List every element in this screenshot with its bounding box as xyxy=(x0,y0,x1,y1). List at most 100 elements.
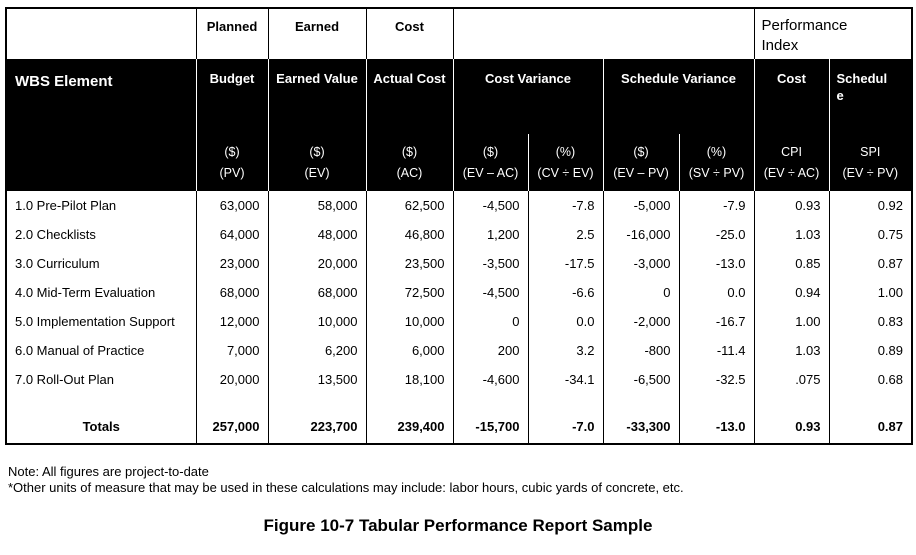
value-cell: -6,500 xyxy=(602,365,679,394)
actual-cost-header: Actual Cost xyxy=(365,59,453,134)
schedule-variance-dollar-subheader: ($) (EV – PV) xyxy=(602,134,679,191)
schedule-variance-percent-subheader: (%) (SV ÷ PV) xyxy=(678,134,754,191)
performance-report-table: Planned Earned Cost Performance Index WB… xyxy=(5,7,913,445)
pi-schedule-header: Schedule xyxy=(828,59,912,134)
performance-index-label: Performance Index xyxy=(761,17,848,54)
budget-header: Budget xyxy=(195,59,268,134)
blank-header-cell xyxy=(452,8,754,59)
value-cell: 12,000 xyxy=(195,307,268,336)
figure-caption: Figure 10-7 Tabular Performance Report S… xyxy=(263,516,653,535)
value-cell: 20,000 xyxy=(267,249,366,278)
value-cell: 0.85 xyxy=(753,249,829,278)
value-cell: 0.93 xyxy=(753,394,829,444)
value-cell: 23,000 xyxy=(195,249,268,278)
value-cell: 0.68 xyxy=(828,365,912,394)
table-body: 1.0 Pre-Pilot Plan 63,000 58,000 62,500 -4,5… xyxy=(6,191,912,444)
cost-header: Cost xyxy=(365,8,453,59)
table-row: 5.0 Implementation Support 12,000 10,000 10… xyxy=(6,307,912,336)
wbs-cell: 5.0 Implementation Support xyxy=(15,314,175,329)
wbs-cell: 2.0 Checklists xyxy=(15,227,96,242)
value-cell: -25.0 xyxy=(678,220,754,249)
value-cell: 0.87 xyxy=(828,249,912,278)
note-line-1: Note: All figures are project-to-date xyxy=(8,464,209,479)
value-cell: 1.00 xyxy=(828,278,912,307)
value-cell: -34.1 xyxy=(527,365,603,394)
value-cell: 0 xyxy=(452,307,528,336)
value-cell: -3,500 xyxy=(452,249,528,278)
value-cell: 68,000 xyxy=(267,278,366,307)
value-cell: 23,500 xyxy=(365,249,453,278)
earned-value-header: Earned Value xyxy=(267,59,366,134)
spi-subheader: SPI (EV ÷ PV) xyxy=(828,134,912,191)
wbs-cell: 7.0 Roll-Out Plan xyxy=(15,372,114,387)
value-cell: 10,000 xyxy=(267,307,366,336)
value-cell: -7.8 xyxy=(527,191,603,220)
value-cell: -4,500 xyxy=(452,278,528,307)
earned-value-subheader: ($) (EV) xyxy=(267,134,366,191)
value-cell: 0.75 xyxy=(828,220,912,249)
value-cell: -32.5 xyxy=(678,365,754,394)
value-cell: 0.94 xyxy=(753,278,829,307)
value-cell: 1.00 xyxy=(753,307,829,336)
value-cell: 257,000 xyxy=(195,394,268,444)
value-cell: -17.5 xyxy=(527,249,603,278)
value-cell: 13,500 xyxy=(267,365,366,394)
table-row: 3.0 Curriculum 23,000 20,000 23,500 -3,500 -1… xyxy=(6,249,912,278)
value-cell: 64,000 xyxy=(195,220,268,249)
value-cell: 18,100 xyxy=(365,365,453,394)
table-row: 6.0 Manual of Practice 7,000 6,200 6,000 200… xyxy=(6,336,912,365)
totals-label-cell: Totals xyxy=(82,419,120,434)
value-cell: 2.5 xyxy=(527,220,603,249)
planned-header: Planned xyxy=(195,8,268,59)
value-cell: 223,700 xyxy=(267,394,366,444)
wbs-cell: 6.0 Manual of Practice xyxy=(15,343,145,358)
group-header-row: WBS Element Budget Earned Value Actual C… xyxy=(6,59,912,191)
value-cell: -16.7 xyxy=(678,307,754,336)
value-cell: 0.93 xyxy=(753,191,829,220)
table-row: 4.0 Mid-Term Evaluation 68,000 68,000 72,50… xyxy=(6,278,912,307)
value-cell: 1.03 xyxy=(753,220,829,249)
value-cell: 58,000 xyxy=(267,191,366,220)
table-row: 1.0 Pre-Pilot Plan 63,000 58,000 62,500 -4,5… xyxy=(6,191,912,220)
pi-schedule-label: Schedule xyxy=(836,71,888,103)
schedule-variance-header: Schedule Variance xyxy=(602,59,754,134)
value-cell: -5,000 xyxy=(602,191,679,220)
value-cell: 200 xyxy=(452,336,528,365)
value-cell: -800 xyxy=(602,336,679,365)
value-cell: 6,000 xyxy=(365,336,453,365)
value-cell: 72,500 xyxy=(365,278,453,307)
wbs-cell: 3.0 Curriculum xyxy=(15,256,100,271)
table-row: 2.0 Checklists 64,000 48,000 46,800 1,200 2.5… xyxy=(6,220,912,249)
value-cell: 3.2 xyxy=(527,336,603,365)
value-cell: 10,000 xyxy=(365,307,453,336)
cost-variance-dollar-subheader: ($) (EV – AC) xyxy=(452,134,528,191)
value-cell: 48,000 xyxy=(267,220,366,249)
value-cell: 46,800 xyxy=(365,220,453,249)
value-cell: -4,500 xyxy=(452,191,528,220)
pi-cost-header: Cost xyxy=(753,59,829,134)
value-cell: 63,000 xyxy=(195,191,268,220)
table-row: 7.0 Roll-Out Plan 20,000 13,500 18,100 -4,60… xyxy=(6,365,912,394)
value-cell: 0.0 xyxy=(678,278,754,307)
performance-index-header: Performance Index xyxy=(753,8,912,59)
value-cell: -7.0 xyxy=(527,394,603,444)
value-cell: 239,400 xyxy=(365,394,453,444)
value-cell: 0 xyxy=(602,278,679,307)
value-cell: 1.03 xyxy=(753,336,829,365)
value-cell: -11.4 xyxy=(678,336,754,365)
value-cell: -3,000 xyxy=(602,249,679,278)
cost-variance-header: Cost Variance xyxy=(452,59,603,134)
unit-header-row: Planned Earned Cost Performance Index xyxy=(6,8,912,59)
value-cell: -15,700 xyxy=(452,394,528,444)
value-cell: 62,500 xyxy=(365,191,453,220)
value-cell: -16,000 xyxy=(602,220,679,249)
notes-block: Note: All figures are project-to-date *O… xyxy=(8,464,684,496)
value-cell: .075 xyxy=(753,365,829,394)
value-cell: -33,300 xyxy=(602,394,679,444)
value-cell: 20,000 xyxy=(195,365,268,394)
value-cell: 7,000 xyxy=(195,336,268,365)
value-cell: 1,200 xyxy=(452,220,528,249)
cpi-subheader: CPI (EV ÷ AC) xyxy=(753,134,829,191)
value-cell: 6,200 xyxy=(267,336,366,365)
